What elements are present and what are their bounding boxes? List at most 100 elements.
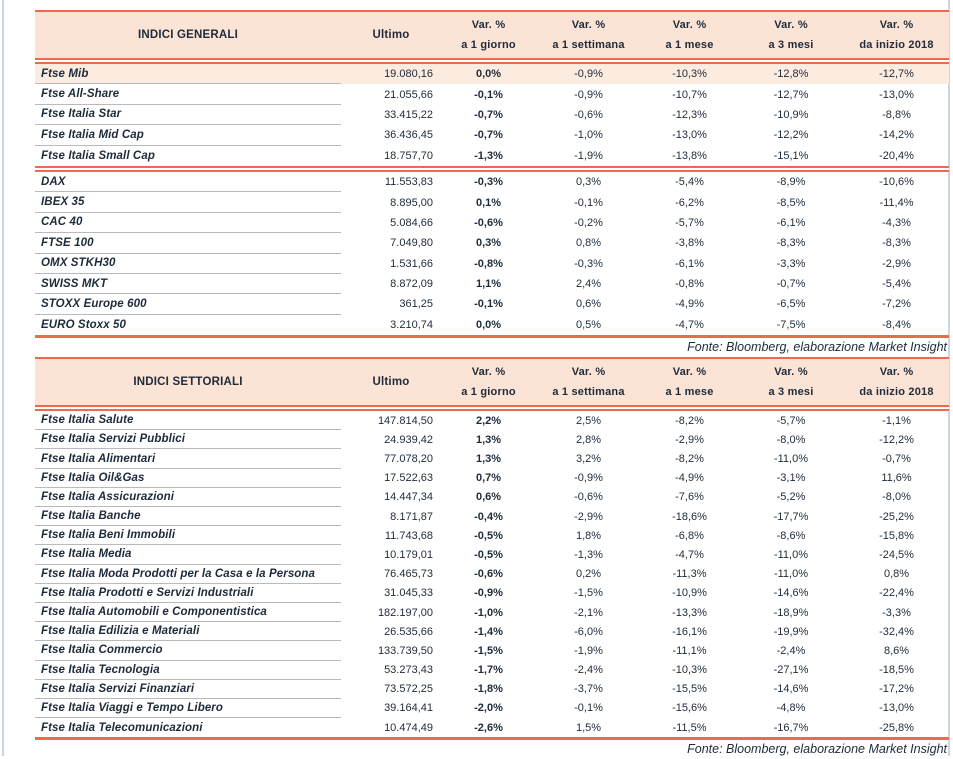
var-1-giorno-value: 0,0% [475,68,502,81]
var-1-settimana-value: 0,6% [575,298,602,311]
var-3-mesi-value: -12,8% [773,68,809,81]
source-note: Fonte: Bloomberg, elaborazione Market In… [687,340,947,355]
column-header-ultimo: Ultimo [372,29,410,41]
ultimo-value: 147.814,50 [377,414,433,427]
var-1-mese-value: -13,3% [672,606,707,619]
var-1-settimana-value: 2,5% [575,414,602,427]
index-name: Ftse All-Share [35,84,341,105]
table-row: SWISS MKT 8.872,09 1,1% 2,4% -0,8% -0,7% -5,4% [35,274,949,295]
var-3-mesi-value: -19,9% [773,625,809,638]
ultimo-value: 53.273,43 [384,664,433,677]
var-inizio-2018-value: -20,4% [879,149,914,162]
column-header-ultimo: Ultimo [372,376,410,389]
var-1-giorno-value: -0,4% [474,510,503,523]
var-1-giorno-value: -1,7% [474,664,503,677]
var-inizio-2018-value: -8,3% [882,237,911,250]
var-1-settimana-value: 2,4% [575,278,602,291]
var-inizio-2018-value: 0,8% [883,568,910,581]
var-inizio-2018-value: -11,4% [879,196,914,209]
index-name: Ftse Italia Star [35,105,341,126]
var-1-settimana-value: -0,6% [574,108,603,121]
var-inizio-2018-value: -8,0% [882,491,911,504]
var-1-mese-value: -11,1% [672,644,707,657]
table-title: INDICI GENERALI [137,29,239,41]
var-1-settimana-value: -2,4% [574,664,603,677]
var-3-mesi-value: -10,9% [773,108,809,121]
column-header-var-1-settimana: Var. % a 1 settimana [552,19,625,51]
index-name: OMX STKH30 [35,254,341,274]
index-name: Ftse Italia Commercio [35,641,341,661]
var-1-settimana-value: -0,9% [574,68,603,81]
var-inizio-2018-value: -10,6% [879,176,914,189]
column-header-var-1-giorno: Var. % a 1 giorno [461,19,516,51]
var-3-mesi-value: -8,0% [776,433,806,446]
var-1-giorno-value: 0,7% [475,472,502,485]
ultimo-value: 14.447,34 [384,491,433,504]
table-row: FTSE 100 7.049,80 0,3% 0,8% -3,8% -8,3% -8,3% [35,233,949,254]
var-1-giorno-value: 1,3% [475,433,502,446]
column-header-var-1-giorno: Var. % a 1 giorno [461,366,516,399]
var-1-giorno-value: 0,1% [475,196,502,209]
var-1-mese-value: -10,9% [672,587,707,600]
table-row: Ftse Mib 19.080,16 0,0% -0,9% -10,3% -12,8% -1… [35,64,949,85]
var-1-giorno-value: -0,1% [474,88,503,101]
var-1-mese-value: -12,3% [672,108,707,121]
var-inizio-2018-value: -13,0% [879,88,914,101]
var-1-settimana-value: 2,8% [575,433,602,446]
var-1-mese-value: -11,5% [672,721,707,734]
table-row: Ftse Italia Star 33.415,22 -0,7% -0,6% -12,3… [35,105,949,126]
index-name: Ftse Italia Oil&Gas [35,469,341,488]
table-row: DAX 11.553,83 -0,3% 0,3% -5,4% -8,9% -10,6% [35,172,949,193]
column-header-var-3-mesi: Var. % a 3 mesi [768,19,814,51]
table-row: Ftse Italia Tecnologia 53.273,43 -1,7% -2,4… [35,661,949,680]
var-1-settimana-value: -1,3% [574,548,603,561]
var-1-settimana-value: -0,1% [574,702,603,715]
var-1-giorno-value: -1,3% [474,149,503,162]
var-inizio-2018-value: -5,4% [882,278,911,291]
index-name: Ftse Italia Assicurazioni [35,488,341,508]
var-1-giorno-value: 1,1% [475,278,502,291]
var-3-mesi-value: -0,7% [776,278,806,291]
index-name: STOXX Europe 600 [35,294,341,315]
var-3-mesi-value: -5,2% [776,491,806,504]
var-1-mese-value: -8,2% [675,453,704,466]
column-header-var-1-mese: Var. % a 1 mese [665,366,714,399]
var-1-mese-value: -18,6% [672,510,707,523]
sector-indices-table: INDICI SETTORIALI Ultimo Var. % a 1 gior… [35,357,949,741]
index-name: Ftse Italia Alimentari [35,449,341,469]
var-inizio-2018-value: 11,6% [881,472,912,485]
table-row: OMX STKH30 1.531,66 -0,8% -0,3% -6,1% -3,3% -2… [35,254,949,274]
ultimo-value: 10.179,01 [384,548,433,561]
var-inizio-2018-value: -25,8% [879,721,914,734]
var-1-settimana-value: 1,5% [575,721,602,734]
table-body: Ftse Mib 19.080,16 0,0% -0,9% -10,3% -12,8% -1… [35,64,949,335]
index-name: EURO Stoxx 50 [41,318,127,331]
group-divider-rule [35,165,949,172]
table-row: Ftse Italia Assicurazioni 14.447,34 0,6% -0… [35,488,949,508]
var-3-mesi-value: -18,9% [773,606,809,619]
var-1-mese-value: -10,3% [672,68,707,81]
var-1-settimana-value: -3,7% [574,683,603,696]
var-3-mesi-value: -11,0% [773,453,809,466]
var-3-mesi-value: -17,7% [773,510,809,523]
var-1-mese-value: -2,9% [675,433,704,446]
var-1-mese-value: -13,8% [672,149,707,162]
index-name: Ftse Italia Prodotti e Servizi Industria… [35,584,341,603]
var-3-mesi-value: -3,3% [776,257,806,270]
var-3-mesi-value: -8,6% [776,529,806,542]
table-row: CAC 40 5.084,66 -0,6% -0,2% -5,7% -6,1% -4,3% [35,213,949,234]
ultimo-value: 133.739,50 [377,644,433,657]
var-1-mese-value: -4,7% [675,548,704,561]
index-name: Ftse Italia Tecnologia [35,661,341,680]
ultimo-value: 5.084,66 [390,216,433,229]
table-row: Ftse Italia Moda Prodotti per la Casa e … [35,565,949,584]
var-1-settimana-value: -6,0% [574,625,603,638]
var-1-mese-value: -3,8% [675,237,704,250]
var-1-settimana-value: -1,5% [574,587,603,600]
ultimo-value: 8.872,09 [390,278,433,291]
table-row: Ftse Italia Viaggi e Tempo Libero 39.164,… [35,699,949,719]
var-1-mese-value: -8,2% [675,414,704,427]
var-1-settimana-value: -1,0% [574,129,603,142]
index-name: Ftse Italia Servizi Pubblici [35,430,341,450]
index-name: Ftse Italia Telecomunicazioni [41,721,203,734]
